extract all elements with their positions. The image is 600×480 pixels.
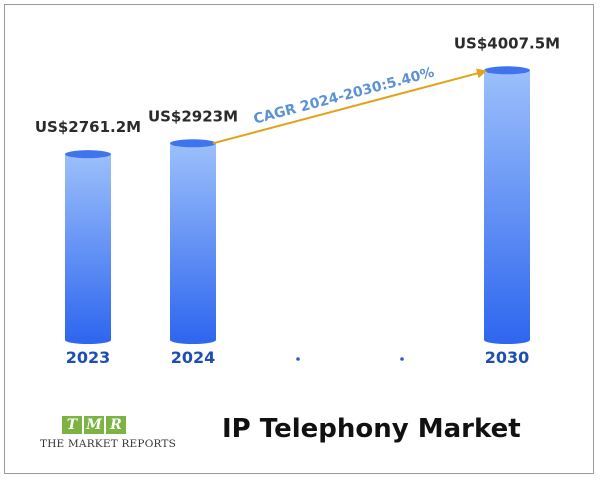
cagr-annotation: CAGR 2024-2030:5.40% [252, 65, 436, 128]
data-label-2023: US$2761.2M [35, 118, 141, 136]
bar-2023 [65, 154, 111, 340]
x-tick-dot [400, 357, 404, 361]
x-tick-label: 2024 [171, 348, 216, 367]
logo-letter-boxes: T M R [62, 416, 126, 434]
bar-chart: US$2761.2M US$2923M US$4007.5M 2023 2024 203… [35, 34, 560, 367]
bar-base-2024 [170, 336, 216, 344]
bar-base-2030 [484, 336, 530, 344]
bar-cap-2030 [484, 66, 530, 75]
logo-letter-m: M [84, 416, 104, 434]
bar-2030 [484, 70, 530, 340]
tmr-logo: T M R THE MARKET REPORTS [40, 416, 176, 460]
logo-text: THE MARKET REPORTS [40, 438, 177, 450]
data-label-2024: US$2923M [148, 107, 238, 125]
data-label-2030: US$4007.5M [454, 34, 560, 52]
chart-frame [4, 4, 594, 474]
chart-title: IP Telephony Market [222, 414, 521, 444]
logo-letter-r: R [106, 416, 126, 434]
bar-cap-2023 [65, 150, 111, 159]
bar-2024 [170, 143, 216, 340]
cagr-arrow [212, 68, 487, 145]
x-tick-label: 2023 [66, 348, 111, 367]
x-tick-dot [296, 357, 300, 361]
bar-base-2023 [65, 336, 111, 344]
logo-letter-t: T [62, 416, 82, 434]
x-tick-label: 2030 [485, 348, 530, 367]
bar-cap-2024 [170, 139, 216, 148]
